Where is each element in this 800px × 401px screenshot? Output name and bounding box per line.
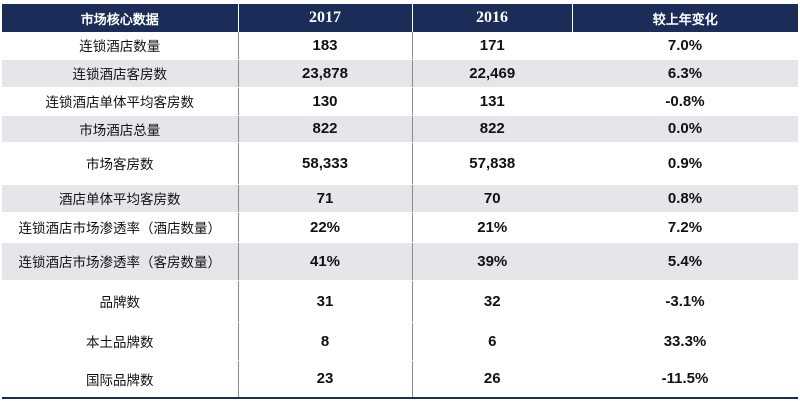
value-change: 33.3% (572, 322, 798, 361)
value-2017: 31 (238, 280, 413, 323)
row-label: 连锁酒店市场渗透率（客房数量） (2, 242, 239, 281)
header-2016: 2016 (412, 4, 573, 32)
table-row: 市场客房数 58,333 57,838 0.9% (2, 142, 798, 185)
value-2017: 58,333 (238, 142, 413, 185)
value-2016: 21% (412, 212, 572, 243)
table-row: 国际品牌数 23 26 -11.5% (2, 360, 798, 399)
row-label: 市场酒店总量 (2, 115, 239, 143)
value-change: -11.5% (572, 360, 798, 399)
value-2017: 22% (238, 212, 413, 243)
value-2016: 26 (412, 360, 572, 399)
value-change: 0.0% (572, 115, 798, 143)
row-label: 连锁酒店单体平均客房数 (2, 87, 239, 116)
table-row: 连锁酒店客房数 23,878 22,469 6.3% (2, 59, 798, 88)
value-2017: 41% (238, 242, 413, 281)
row-label: 连锁酒店市场渗透率（酒店数量） (2, 212, 239, 243)
table-row: 连锁酒店市场渗透率（客房数量） 41% 39% 5.4% (2, 242, 798, 281)
table-row: 本土品牌数 8 6 33.3% (2, 322, 798, 361)
value-change: 6.3% (572, 59, 798, 88)
header-2017: 2017 (238, 4, 413, 32)
value-change: 7.0% (572, 32, 798, 60)
row-label: 品牌数 (2, 280, 239, 323)
value-change: 7.2% (572, 212, 798, 243)
row-label: 连锁酒店客房数 (2, 59, 239, 88)
row-label: 连锁酒店数量 (2, 32, 239, 60)
value-2016: 57,838 (412, 142, 572, 185)
row-label: 国际品牌数 (2, 360, 239, 399)
market-core-data-table: 市场核心数据 2017 2016 较上年变化 连锁酒店数量 183 171 7.… (2, 4, 798, 399)
row-label: 本土品牌数 (2, 322, 239, 361)
value-change: 0.8% (572, 184, 798, 213)
value-2016: 171 (412, 32, 572, 60)
value-change: -0.8% (572, 87, 798, 116)
value-2016: 70 (412, 184, 572, 213)
row-label: 市场客房数 (2, 142, 239, 185)
value-change: 5.4% (572, 242, 798, 281)
table-row: 连锁酒店数量 183 171 7.0% (2, 32, 798, 60)
header-change: 较上年变化 (572, 4, 798, 32)
value-2017: 23 (238, 360, 413, 399)
value-2016: 39% (412, 242, 572, 281)
value-2017: 23,878 (238, 59, 413, 88)
table-row: 市场酒店总量 822 822 0.0% (2, 115, 798, 143)
value-2016: 22,469 (412, 59, 572, 88)
table-row: 品牌数 31 32 -3.1% (2, 280, 798, 323)
value-2016: 822 (412, 115, 572, 143)
value-2016: 131 (412, 87, 572, 116)
value-2017: 130 (238, 87, 413, 116)
value-change: 0.9% (572, 142, 798, 185)
value-2016: 32 (412, 280, 572, 323)
value-change: -3.1% (572, 280, 798, 323)
table-row: 连锁酒店市场渗透率（酒店数量） 22% 21% 7.2% (2, 212, 798, 243)
table-row: 连锁酒店单体平均客房数 130 131 -0.8% (2, 87, 798, 116)
row-label: 酒店单体平均客房数 (2, 184, 239, 213)
header-metric: 市场核心数据 (2, 4, 239, 32)
table-row: 酒店单体平均客房数 71 70 0.8% (2, 184, 798, 213)
value-2017: 71 (238, 184, 413, 213)
value-2016: 6 (412, 322, 572, 361)
value-2017: 822 (238, 115, 413, 143)
value-2017: 183 (238, 32, 413, 60)
table-header-row: 市场核心数据 2017 2016 较上年变化 (2, 4, 798, 32)
value-2017: 8 (238, 322, 413, 361)
